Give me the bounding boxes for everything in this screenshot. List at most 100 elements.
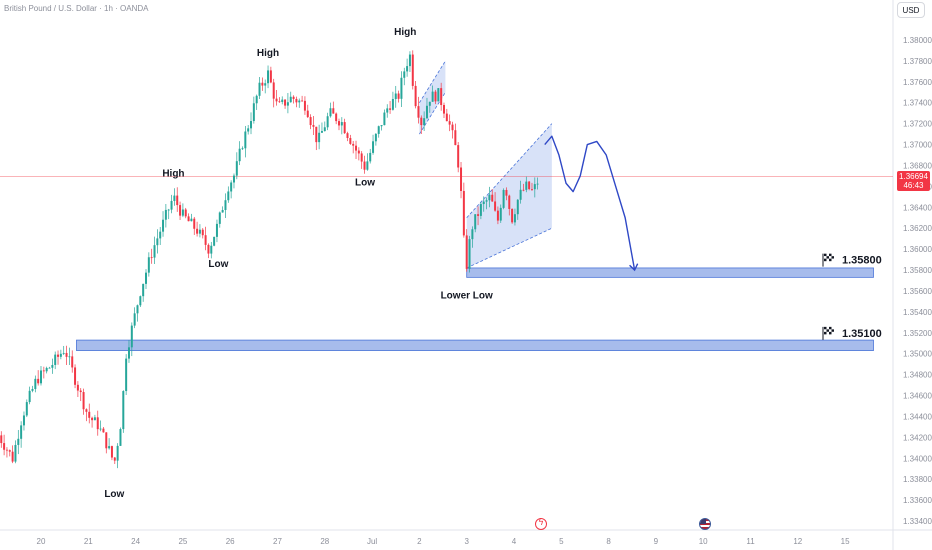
candle-body (434, 91, 437, 102)
candle-body (499, 207, 502, 221)
candle-body (133, 313, 136, 326)
candle-body (377, 126, 380, 134)
candle-body (150, 257, 153, 259)
y-tick-label: 1.34600 (903, 392, 932, 401)
candle-body (488, 194, 491, 201)
bar-countdown: 46:43 (903, 181, 924, 190)
x-tick-label: 11 (746, 537, 755, 546)
candle-body (366, 161, 369, 170)
swing-annotation: Low (208, 259, 228, 270)
x-tick-label: 10 (699, 537, 708, 546)
flash-event-icon[interactable] (535, 518, 547, 530)
candle-body (522, 189, 525, 191)
candle-body (42, 370, 45, 372)
candle-body (96, 417, 99, 430)
candle-body (394, 93, 397, 100)
candle-body (479, 204, 482, 216)
candle-body (130, 325, 133, 348)
candle-body (528, 181, 531, 190)
y-tick-label: 1.37800 (903, 57, 932, 66)
candle-body (147, 257, 150, 273)
y-tick-label: 1.33400 (903, 517, 932, 526)
candle-body (238, 148, 241, 162)
x-tick-label: Jul (367, 537, 377, 546)
candle-body (54, 354, 57, 365)
candle-body (250, 121, 253, 129)
us-flag-event-icon[interactable] (699, 518, 711, 530)
candle-body (440, 88, 443, 106)
candle-body (437, 88, 440, 102)
y-tick-label: 1.34000 (903, 454, 932, 463)
candle-body (460, 167, 463, 191)
candle-body (153, 245, 156, 258)
candle-body (502, 189, 505, 208)
candle-body (252, 103, 255, 122)
last-price-tag: 1.36694 46:43 (897, 171, 930, 191)
candle-body (221, 209, 224, 213)
candle-body (357, 150, 360, 154)
x-tick-label: 4 (512, 537, 517, 546)
candle-body (360, 153, 363, 162)
candle-body (258, 82, 261, 96)
candle-body (125, 358, 128, 392)
candle-body (474, 214, 477, 230)
candle-body (244, 131, 247, 149)
candle-body (190, 218, 193, 222)
candle-body (136, 305, 139, 314)
y-tick-label: 1.37600 (903, 78, 932, 87)
candle-body (116, 445, 119, 461)
candle-body (329, 108, 332, 117)
candle-body (272, 82, 275, 99)
candle-body (508, 195, 511, 209)
candle-body (335, 113, 338, 122)
x-tick-label: 26 (226, 537, 235, 546)
checkered-flag-icon (822, 326, 834, 340)
checkered-flag-icon (822, 253, 834, 267)
x-tick-label: 25 (178, 537, 187, 546)
candle-body (343, 122, 346, 134)
candle-body (193, 218, 196, 229)
candle-body (425, 105, 428, 119)
candle-body (295, 98, 298, 103)
candle-body (309, 117, 312, 126)
swing-annotation: High (394, 27, 416, 38)
candle-body (513, 214, 516, 223)
candle-body (323, 127, 326, 132)
candle-body (301, 100, 304, 102)
candle-body (457, 145, 460, 168)
candle-body (162, 219, 165, 232)
symbol-title: British Pound / U.S. Dollar · 1h · OANDA (4, 4, 149, 13)
candle-body (431, 91, 434, 102)
candle-body (232, 175, 235, 183)
candle-body (292, 96, 295, 99)
candle-body (403, 71, 406, 78)
candle-body (105, 432, 108, 449)
candle-body (491, 194, 494, 202)
swing-annotation: Low (104, 489, 124, 500)
candle-body (414, 85, 417, 107)
candle-body (31, 389, 34, 391)
candle-body (8, 450, 11, 452)
y-tick-label: 1.36000 (903, 245, 932, 254)
y-tick-label: 1.35600 (903, 287, 932, 296)
candle-body (298, 100, 301, 103)
candle-body (71, 356, 74, 368)
candle-body (406, 66, 409, 72)
candle-body (247, 128, 250, 132)
currency-button[interactable]: USD (897, 2, 925, 18)
candle-body (57, 354, 60, 357)
candle-body (28, 390, 31, 403)
candle-body (62, 352, 65, 354)
candle-body (505, 189, 508, 196)
y-tick-label: 1.36400 (903, 203, 932, 212)
swing-annotation: High (162, 168, 184, 179)
candle-body (494, 201, 497, 211)
candle-body (284, 99, 287, 106)
candle-body (380, 125, 383, 127)
candle-body (110, 446, 113, 458)
x-tick-label: 12 (793, 537, 802, 546)
channel-lower-line (466, 227, 553, 269)
candle-body (332, 108, 335, 114)
